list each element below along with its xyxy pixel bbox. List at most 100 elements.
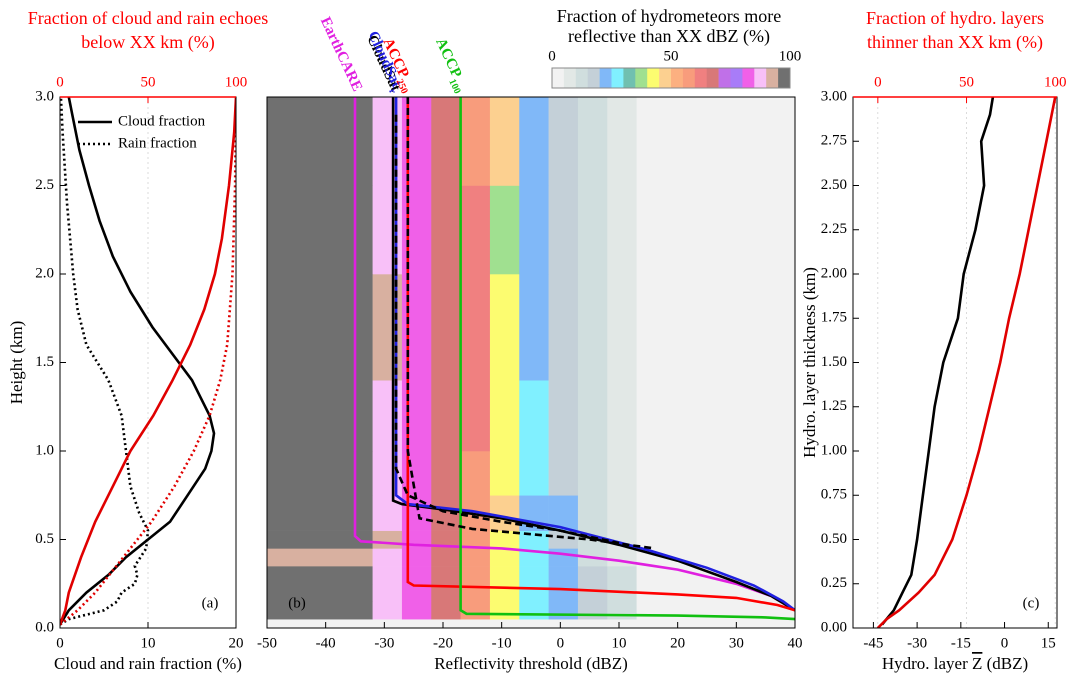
y-tick-label: 2.75 — [821, 133, 847, 149]
x2-tick-label: 50 — [141, 74, 156, 90]
heatmap-cell — [401, 185, 432, 275]
colorbar-swatch — [706, 68, 719, 88]
heatmap-cell — [489, 548, 520, 567]
x2-tick-label: 100 — [1044, 74, 1067, 90]
heatmap-cell — [267, 566, 373, 585]
series-line — [459, 97, 795, 621]
heatmap-cell — [636, 451, 796, 496]
x-tick-label: 20 — [670, 635, 685, 651]
panel-label: (a) — [202, 595, 219, 611]
heatmap-cell — [489, 380, 520, 452]
x-tick-label: 0 — [557, 635, 565, 651]
series-label-name: ACCP — [432, 36, 464, 81]
chart-title: below XX km (%) — [81, 32, 214, 53]
heatmap-cell — [636, 380, 796, 452]
heatmap-cell — [548, 530, 579, 549]
heatmap-cell — [372, 274, 403, 381]
heatmap-cell — [401, 380, 432, 452]
colorbar-swatch — [647, 68, 660, 88]
heatmap-cell — [401, 601, 432, 620]
heatmap-cell — [519, 380, 549, 452]
heatmap-cell — [431, 451, 461, 496]
colorbar-swatch — [718, 68, 731, 88]
x-tick-label: -20 — [433, 635, 453, 651]
heatmap-cell — [267, 97, 373, 186]
heatmap-cell — [607, 97, 637, 186]
heatmap-cell — [636, 185, 796, 275]
heatmap-cell — [519, 566, 549, 585]
x-tick-label: -15 — [951, 635, 971, 651]
y-tick-label: 3.00 — [821, 88, 847, 104]
panel-label: (b) — [288, 595, 306, 611]
heatmap-cell — [519, 530, 549, 549]
heatmap-cell — [519, 601, 549, 620]
series-line — [876, 97, 1057, 628]
series-line — [60, 97, 216, 626]
colorbar-frame — [551, 67, 791, 89]
heatmap-cell — [401, 495, 432, 531]
heatmap-cell — [636, 583, 796, 602]
x-tick-label: 10 — [612, 635, 627, 651]
heatmap-cell — [489, 185, 520, 275]
y-tick-label: 1.75 — [821, 310, 847, 326]
heatmap-cell — [372, 548, 403, 567]
heatmap-cell — [489, 530, 520, 549]
heatmap-cell — [548, 583, 579, 602]
x-tick-label: 40 — [788, 635, 803, 651]
heatmap-cell — [607, 380, 637, 452]
heatmap-cell — [489, 601, 520, 620]
colorbar-swatch — [694, 68, 707, 88]
y-tick-label: 1.00 — [821, 442, 847, 458]
heatmap-cell — [372, 97, 403, 186]
x-axis-label: Cloud and rain fraction (%) — [54, 654, 242, 673]
heatmap-cell — [267, 583, 373, 602]
heatmap-cell — [607, 566, 637, 585]
colorbar-tick-label: 100 — [779, 48, 802, 64]
heatmap-cell — [431, 548, 461, 567]
heatmap-cell — [460, 566, 491, 585]
heatmap-cell — [519, 451, 549, 496]
colorbar-swatch — [742, 68, 755, 88]
colorbar-swatch — [754, 68, 767, 88]
heatmap-cell — [607, 185, 637, 275]
x-tick-label: 15 — [1041, 635, 1056, 651]
heatmap-cell — [372, 530, 403, 549]
heatmap-cell — [460, 274, 491, 381]
heatmap-cell — [267, 185, 373, 275]
heatmap-cell — [267, 530, 373, 549]
x-tick-label: 0 — [56, 635, 64, 651]
heatmap-cell — [460, 185, 491, 275]
colorbar-swatch — [671, 68, 684, 88]
heatmap-cell — [636, 274, 796, 381]
heatmap-cell — [489, 451, 520, 496]
heatmap-cell — [607, 274, 637, 381]
heatmap-cell — [577, 601, 608, 620]
heatmap-cell — [460, 530, 491, 549]
heatmap-cell — [431, 530, 461, 549]
y-tick-label: 2.50 — [821, 177, 847, 193]
series-label: EarthCARE — [316, 15, 364, 94]
colorbar-swatch — [659, 68, 672, 88]
heatmap-cell — [519, 97, 549, 186]
heatmap-cell — [401, 583, 432, 602]
plot-frame — [266, 96, 796, 629]
heatmap-cell — [489, 97, 520, 186]
heatmap-cell — [431, 274, 461, 381]
heatmap-cell — [548, 566, 579, 585]
series-label: ACCP100 — [429, 36, 470, 96]
heatmap-cell — [431, 566, 461, 585]
heatmap-cell — [577, 97, 608, 186]
heatmap-cell — [519, 583, 549, 602]
colorbar-tick-label: 0 — [548, 48, 556, 64]
y-tick-label: 3.0 — [35, 88, 54, 104]
heatmap-cell — [607, 601, 637, 620]
y-tick-label: 0.75 — [821, 487, 847, 503]
series-label-sub: r — [386, 87, 398, 96]
heatmap-cell — [548, 548, 579, 567]
series-label-name: EarthCARE — [316, 15, 364, 94]
y-axis-label: Height (km) — [7, 321, 26, 405]
heatmap-cell — [548, 601, 579, 620]
heatmap-cell — [431, 185, 461, 275]
x2-tick-label: 0 — [874, 74, 882, 90]
heatmap-cell — [267, 451, 373, 496]
